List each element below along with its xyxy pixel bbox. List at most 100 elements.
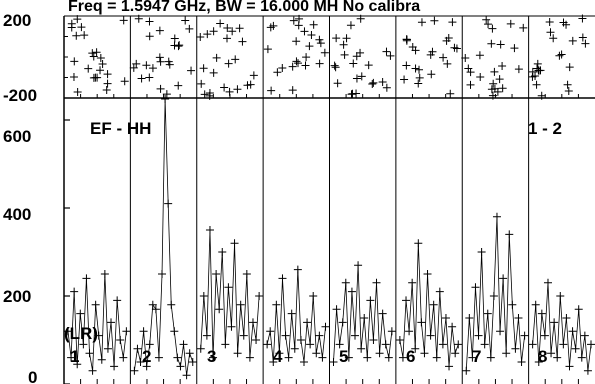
phase-point — [225, 87, 234, 96]
phase-point — [357, 72, 366, 81]
phase-point — [452, 44, 461, 53]
amp-point — [287, 309, 296, 318]
phase-point — [119, 16, 128, 25]
phase-point — [352, 89, 361, 98]
phase-point — [476, 72, 485, 81]
amp-point — [239, 331, 248, 340]
amp-point — [119, 353, 128, 362]
phase-point — [223, 34, 232, 43]
amp-point — [94, 331, 103, 340]
phase-point — [174, 42, 183, 51]
phase-point — [484, 20, 493, 29]
amp-ytick-400: 400 — [3, 205, 31, 224]
phase-point — [414, 79, 423, 88]
phase-point — [349, 59, 358, 68]
amp-point — [496, 327, 505, 336]
amp-point — [136, 358, 145, 366]
amp-point — [502, 349, 511, 358]
amp-point — [278, 274, 287, 283]
amp-point — [145, 340, 154, 349]
phase-point — [267, 86, 276, 95]
phase-point — [487, 39, 496, 48]
amp-series-line-8 — [532, 282, 592, 371]
phase-point — [307, 30, 316, 39]
amp-point — [269, 358, 278, 366]
phase-point — [156, 57, 165, 66]
phase-point — [84, 64, 93, 73]
phase-point — [228, 27, 237, 36]
amp-point — [205, 226, 214, 234]
amp-point — [547, 349, 556, 358]
phase-point — [315, 59, 324, 68]
phase-point — [564, 87, 573, 96]
phase-point — [235, 24, 244, 33]
phase-point — [533, 59, 542, 68]
amp-point — [435, 287, 444, 296]
channel-label-6: 6 — [406, 347, 415, 366]
phase-point — [411, 64, 420, 73]
phase-point — [288, 86, 297, 95]
amp-point — [70, 287, 79, 296]
baseline-label: EF - HH — [90, 119, 151, 138]
amp-point — [88, 366, 97, 375]
phase-point — [369, 78, 378, 87]
phase-point — [292, 57, 301, 66]
phase-point — [443, 59, 452, 68]
amp-point — [528, 340, 537, 349]
amp-point — [329, 358, 338, 366]
phase-point — [537, 91, 546, 100]
amp-point — [284, 353, 293, 362]
phase-point — [475, 51, 484, 60]
phase-point — [352, 52, 361, 61]
phase-point — [402, 61, 411, 70]
phase-point — [448, 18, 457, 27]
channel-label-5: 5 — [339, 347, 348, 366]
amp-point — [233, 349, 242, 358]
amp-point — [266, 327, 275, 336]
phase-point — [67, 19, 76, 28]
phase-point — [292, 37, 301, 46]
amp-point — [332, 305, 341, 314]
polarization-label: (LR) — [64, 324, 98, 343]
phase-point — [339, 40, 348, 49]
phase-point — [331, 63, 340, 72]
amp-point — [161, 95, 170, 103]
phase-point — [386, 51, 395, 60]
phase-point — [382, 47, 391, 56]
amp-point — [417, 318, 426, 327]
phase-point — [402, 36, 411, 45]
amp-point — [468, 353, 477, 362]
phase-point — [315, 35, 324, 44]
phase-point — [490, 84, 499, 93]
phase-point — [498, 62, 507, 71]
amp-point — [565, 362, 574, 371]
amp-point — [514, 314, 523, 322]
phase-point — [305, 42, 314, 51]
amp-ytick-200: 200 — [3, 287, 31, 306]
amp-point — [483, 309, 492, 318]
phase-point — [132, 59, 141, 68]
phase-point — [145, 17, 154, 26]
amp-point — [338, 318, 347, 327]
phase-point — [531, 71, 540, 80]
amp-point — [312, 349, 321, 358]
phase-point — [155, 26, 164, 35]
phase-point — [378, 78, 387, 87]
amp-point — [474, 331, 483, 340]
amp-point — [445, 362, 454, 371]
phase-point — [352, 74, 361, 83]
phase-point — [519, 23, 528, 32]
amp-point — [64, 327, 72, 336]
amp-series-line-5 — [333, 265, 393, 363]
phase-point — [464, 64, 473, 73]
phase-point — [278, 63, 287, 72]
amp-point — [164, 199, 173, 208]
phase-point — [364, 61, 373, 70]
amp-point — [341, 278, 350, 287]
amp-point — [477, 248, 486, 256]
amp-point — [196, 344, 205, 353]
amp-point — [76, 309, 85, 318]
amp-point — [79, 340, 88, 349]
phase-point — [129, 63, 138, 72]
